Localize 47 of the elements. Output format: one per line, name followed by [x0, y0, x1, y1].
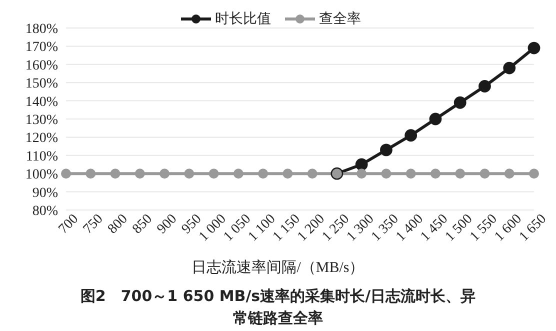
y-tick-label: 120%: [25, 131, 58, 146]
point: [258, 168, 268, 179]
point: [282, 168, 293, 179]
point: [381, 168, 392, 179]
point: [504, 168, 514, 179]
y-tick-label: 110%: [26, 149, 58, 164]
y-tick-label: 90%: [32, 186, 58, 201]
x-axis-title: 日志流速率间隔/（MB/s）: [190, 258, 366, 277]
y-tick-label: 100%: [25, 168, 58, 183]
y-tick-label: 130%: [25, 112, 58, 128]
point: [307, 168, 318, 179]
point: [355, 158, 368, 171]
point: [86, 168, 96, 179]
point: [455, 168, 466, 179]
point: [429, 112, 442, 126]
point: [61, 168, 71, 179]
point: [208, 168, 219, 179]
point: [529, 168, 539, 179]
legend-label: 时长比值: [214, 10, 271, 28]
y-tick-label: 160%: [25, 58, 58, 74]
point: [380, 144, 392, 156]
point: [184, 168, 194, 179]
point: [430, 168, 440, 179]
x-tick-label: 850: [130, 212, 156, 238]
point: [478, 80, 491, 92]
point: [454, 96, 466, 109]
text: 图2 700～1 650 MB/s速率的采集时长/日志流时长、异常链路查全率: [80, 286, 476, 329]
y-tick-label: 150%: [25, 76, 58, 92]
point: [480, 168, 490, 179]
y-tick-label: 170%: [25, 40, 58, 56]
point: [528, 42, 540, 54]
point: [404, 129, 418, 142]
point: [406, 168, 416, 179]
y-tick-label: 140%: [25, 94, 58, 110]
point: [356, 168, 367, 179]
x-tick-label: 750: [80, 212, 106, 238]
point: [503, 62, 516, 74]
x-tick-label: 700: [56, 212, 82, 238]
point: [134, 168, 145, 179]
x-tick-label: 800: [105, 212, 131, 238]
x-tick-label: 900: [154, 212, 180, 238]
point: [160, 168, 170, 179]
point: [233, 168, 244, 179]
point: [110, 168, 120, 179]
y-tick-label: 80%: [32, 204, 58, 219]
y-tick-label: 180%: [25, 22, 58, 37]
legend-label: 查全率: [318, 10, 361, 28]
